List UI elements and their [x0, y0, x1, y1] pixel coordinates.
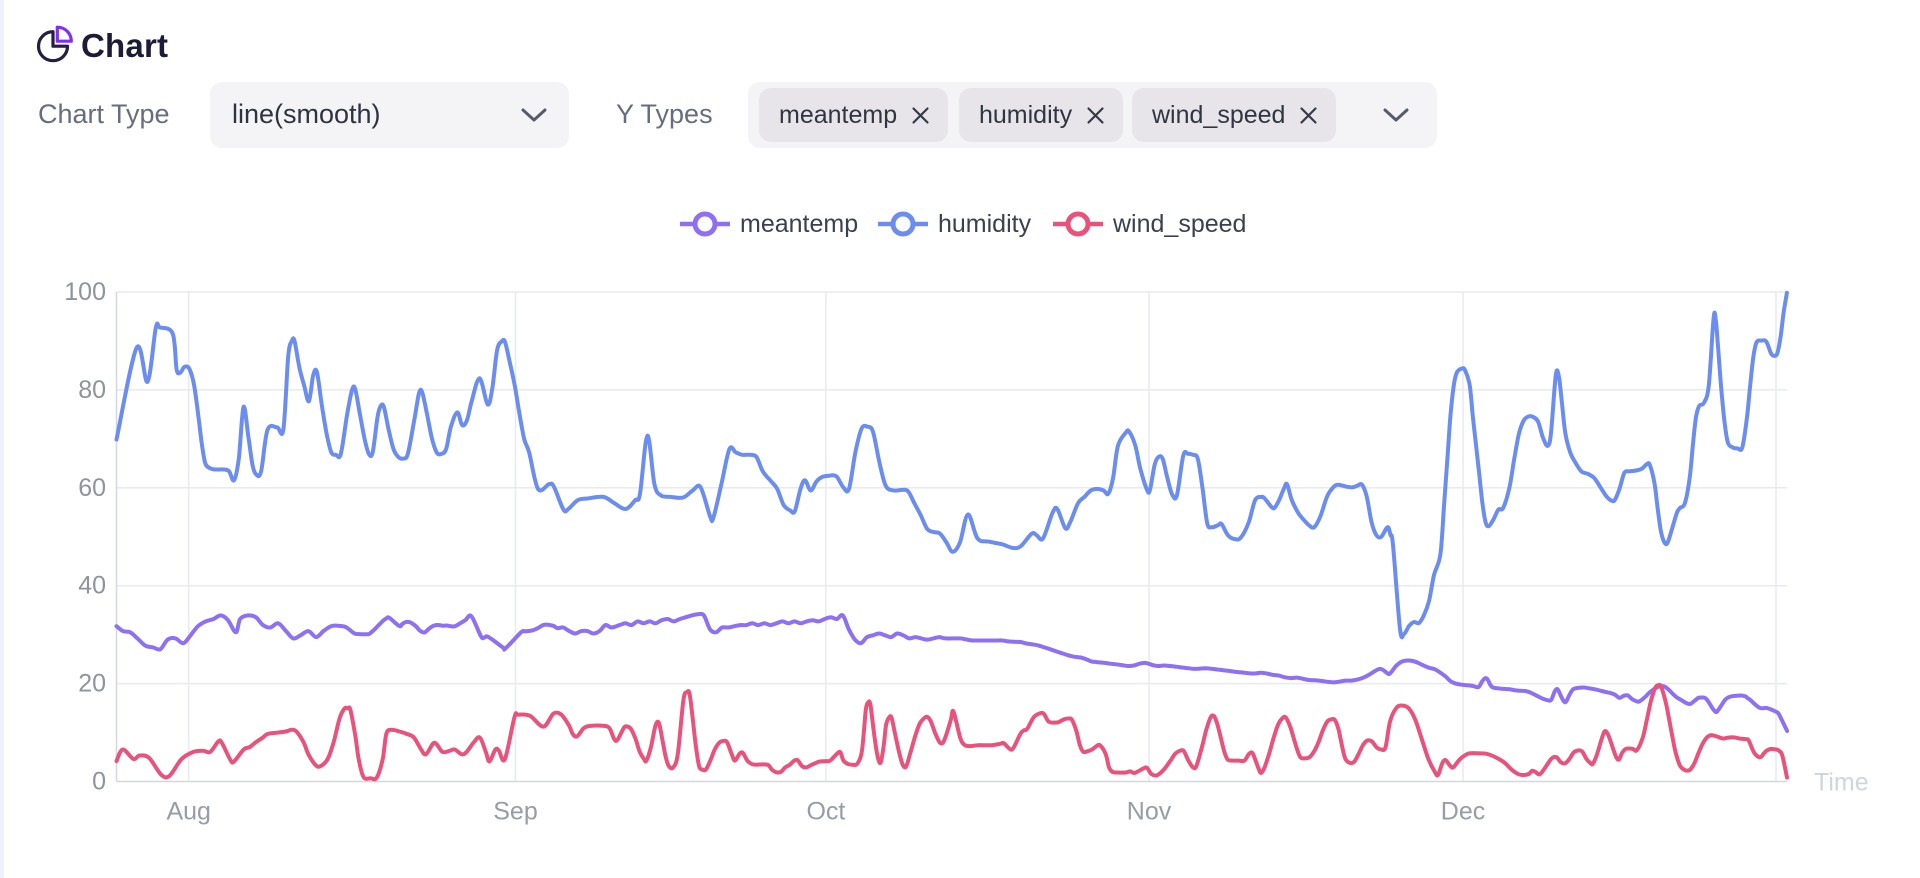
svg-text:Oct: Oct: [806, 798, 845, 826]
svg-text:40: 40: [78, 572, 106, 600]
svg-text:80: 80: [78, 376, 106, 404]
svg-text:20: 20: [78, 670, 106, 698]
svg-text:100: 100: [64, 278, 106, 306]
svg-text:0: 0: [92, 768, 106, 796]
svg-text:Aug: Aug: [166, 798, 210, 826]
svg-text:Nov: Nov: [1127, 798, 1172, 826]
svg-text:Dec: Dec: [1441, 798, 1485, 826]
svg-text:Sep: Sep: [493, 798, 537, 826]
svg-text:Time: Time: [1814, 769, 1869, 797]
svg-text:60: 60: [78, 474, 106, 502]
